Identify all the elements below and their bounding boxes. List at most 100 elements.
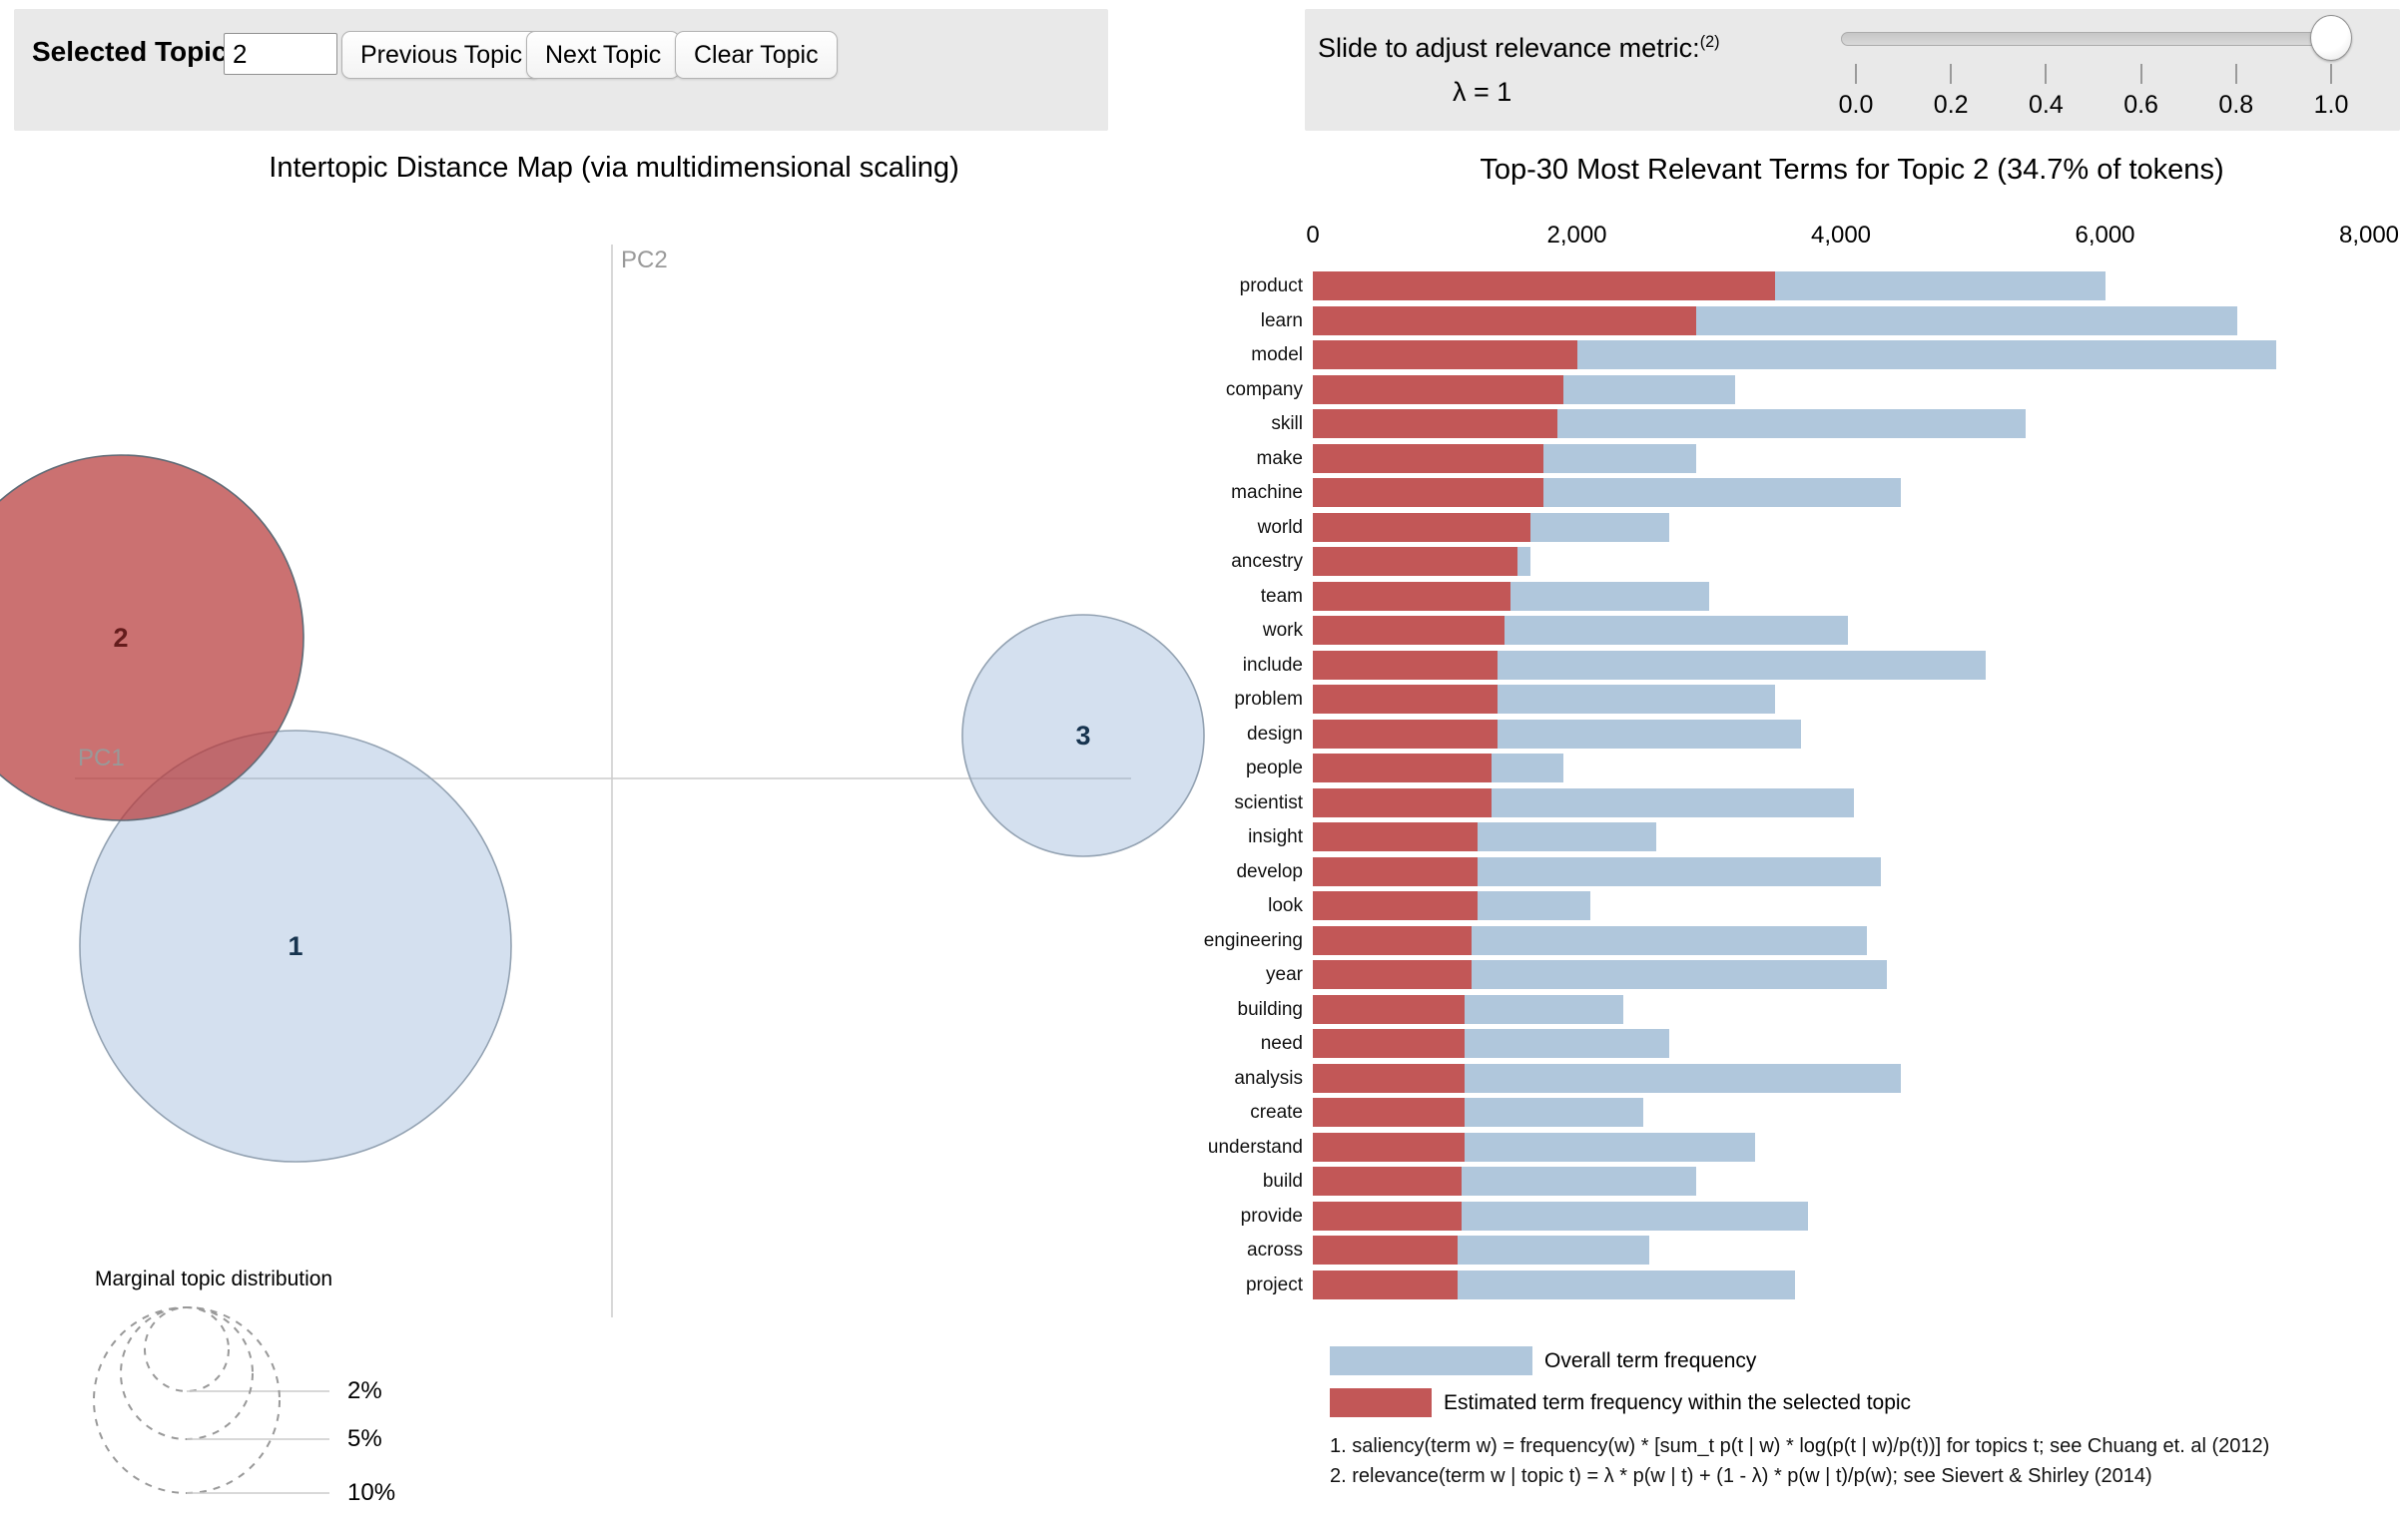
term-label-product[interactable]: product [1239,275,1303,296]
term-label-company[interactable]: company [1225,378,1303,400]
topic-frequency-bar-learn[interactable] [1313,305,1696,335]
term-label-building[interactable]: building [1237,998,1304,1020]
topic-circle-1[interactable] [79,730,512,1163]
footnote-saliency: 1. saliency(term w) = frequency(w) * [su… [1330,1435,2270,1457]
topic-circle-3[interactable] [961,614,1205,857]
marginal-circle-2% [144,1306,230,1392]
map-title: Intertopic Distance Map (via multidimens… [269,152,959,184]
term-label-insight[interactable]: insight [1248,826,1303,847]
relevance-slider-track[interactable] [1841,32,2344,46]
marginal-distribution-title: Marginal topic distribution [95,1268,333,1290]
topic-frequency-bar-product[interactable] [1313,271,1775,300]
topic-frequency-bar-skill[interactable] [1313,409,1557,438]
topic-frequency-bar-analysis[interactable] [1313,1063,1466,1093]
x-axis-tick-6,000: 6,000 [2075,222,2135,249]
term-label-need[interactable]: need [1260,1033,1303,1054]
term-label-make[interactable]: make [1256,447,1303,469]
term-label-understand[interactable]: understand [1207,1136,1303,1158]
x-axis-tick-0: 0 [1306,222,1320,249]
topic-control-panel: Selected Topic: Previous Topic Next Topi… [14,9,1108,131]
topic-frequency-bar-world[interactable] [1313,512,1531,542]
topic-frequency-bar-make[interactable] [1313,443,1544,473]
topic-frequency-bar-need[interactable] [1313,1029,1466,1058]
term-label-design[interactable]: design [1247,723,1303,745]
term-label-year[interactable]: year [1266,964,1303,985]
term-label-people[interactable]: people [1245,758,1303,778]
term-label-problem[interactable]: problem [1234,689,1303,710]
topic-frequency-bar-company[interactable] [1313,374,1564,404]
topic-frequency-bar-team[interactable] [1313,581,1511,611]
term-label-develop[interactable]: develop [1236,860,1303,882]
slider-label: Slide to adjust relevance metric:(2) [1318,33,1719,64]
topic-circle-label-1: 1 [288,931,302,961]
term-label-model[interactable]: model [1251,344,1303,365]
pc1-axis-label: PC1 [78,745,125,771]
x-axis-tick-8,000: 8,000 [2338,222,2400,249]
selected-topic-label: Selected Topic: [32,36,237,67]
topic-frequency-bar-model[interactable] [1313,340,1577,369]
term-label-across[interactable]: across [1247,1240,1303,1261]
topic-frequency-bar-machine[interactable] [1313,478,1544,507]
term-label-include[interactable]: include [1242,654,1303,676]
barchart-title: Top-30 Most Relevant Terms for Topic 2 (… [1480,154,2224,186]
topic-frequency-bar-people[interactable] [1313,754,1492,782]
topic-frequency-bar-year[interactable] [1313,960,1472,989]
marginal-size-label: 2% [347,1377,382,1404]
topic-frequency-bar-engineering[interactable] [1313,925,1472,955]
term-label-engineering[interactable]: engineering [1203,929,1303,951]
topic-frequency-bar-problem[interactable] [1313,685,1499,714]
term-label-world[interactable]: world [1257,516,1303,538]
x-axis-tick-4,000: 4,000 [1810,222,1872,249]
marginal-circle-10% [93,1306,281,1494]
slider-tick-label-1.0: 1.0 [2313,91,2349,119]
previous-topic-button[interactable]: Previous Topic [341,31,542,79]
slider-tick-label-0.0: 0.0 [1838,91,1874,119]
topic-frequency-bar-project[interactable] [1313,1270,1459,1299]
marginal-size-label: 10% [347,1479,396,1506]
topic-frequency-bar-design[interactable] [1313,719,1499,749]
term-label-look[interactable]: look [1268,895,1303,916]
term-label-work[interactable]: work [1262,620,1303,641]
topic-frequency-bar-build[interactable] [1313,1167,1463,1196]
term-label-team[interactable]: team [1260,585,1303,607]
topic-frequency-bar-scientist[interactable] [1313,787,1492,817]
topic-frequency-bar-look[interactable] [1313,891,1479,920]
relevance-slider-handle[interactable] [2310,15,2352,61]
term-label-machine[interactable]: machine [1231,482,1303,503]
relevance-control-panel: Slide to adjust relevance metric:(2) λ =… [1305,9,2400,131]
term-label-project[interactable]: project [1245,1273,1303,1295]
topic-frequency-bar-across[interactable] [1313,1236,1459,1265]
topic-frequency-bar-provide[interactable] [1313,1201,1463,1231]
topic-frequency-bar-insight[interactable] [1313,822,1479,851]
topic-frequency-bar-work[interactable] [1313,616,1505,645]
next-topic-button[interactable]: Next Topic [526,31,681,79]
topic-frequency-bar-understand[interactable] [1313,1132,1466,1162]
selected-topic-input[interactable] [224,33,337,75]
slider-label-footnote-ref: (2) [1699,33,1720,51]
marginal-circle-5% [120,1306,254,1440]
clear-topic-button[interactable]: Clear Topic [675,31,838,79]
topic-circle-2[interactable] [0,454,304,821]
topic-frequency-bar-include[interactable] [1313,650,1499,680]
term-label-ancestry[interactable]: ancestry [1231,551,1303,572]
term-label-analysis[interactable]: analysis [1234,1067,1303,1089]
x-axis-tick-2,000: 2,000 [1546,222,1607,249]
slider-tick-mark-0.8 [2234,64,2237,84]
term-label-skill[interactable]: skill [1271,413,1303,434]
term-label-provide[interactable]: provide [1240,1205,1303,1227]
topic-circle-label-2: 2 [113,623,128,653]
pc2-axis-label: PC2 [621,247,668,273]
slider-tick-mark-0.6 [2139,64,2142,84]
term-label-scientist[interactable]: scientist [1234,791,1303,813]
legend-topic-swatch [1330,1388,1432,1417]
topic-frequency-bar-ancestry[interactable] [1313,547,1517,576]
term-label-build[interactable]: build [1262,1171,1303,1192]
topic-frequency-bar-develop[interactable] [1313,856,1479,886]
term-label-learn[interactable]: learn [1260,309,1303,331]
topic-frequency-bar-create[interactable] [1313,1098,1466,1127]
slider-tick-label-0.6: 0.6 [2123,91,2158,119]
term-label-create[interactable]: create [1250,1102,1303,1123]
topic-frequency-bar-building[interactable] [1313,994,1466,1024]
